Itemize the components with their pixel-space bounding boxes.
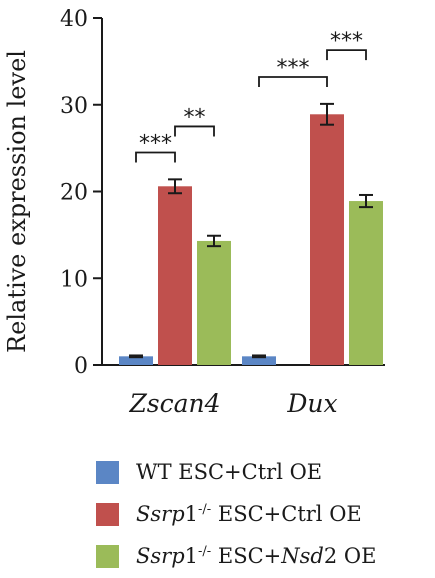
legend-item: Ssrp1-/- ESC+Ctrl OE bbox=[96, 494, 431, 534]
bar bbox=[158, 186, 192, 365]
significance-label: *** bbox=[139, 131, 172, 156]
significance-bracket bbox=[135, 151, 176, 163]
x-tick-label: Zscan4 bbox=[128, 389, 220, 418]
bar bbox=[242, 356, 276, 365]
y-tick-label: 0 bbox=[74, 354, 88, 379]
significance-label: *** bbox=[277, 56, 310, 81]
y-tick-label: 40 bbox=[60, 7, 88, 32]
legend: WT ESC+Ctrl OE Ssrp1-/- ESC+Ctrl OE Ssrp1-… bbox=[96, 452, 431, 578]
significance-bracket bbox=[174, 125, 215, 137]
bar bbox=[349, 201, 383, 365]
bar bbox=[310, 114, 344, 365]
significance-bracket bbox=[326, 49, 367, 61]
significance-bracket bbox=[258, 76, 328, 87]
legend-label: Ssrp1-/- ESC+Ctrl OE bbox=[136, 502, 362, 526]
y-tick-label: 20 bbox=[60, 181, 88, 206]
x-tick-label: Dux bbox=[286, 389, 337, 418]
y-tick-label: 30 bbox=[60, 94, 88, 119]
legend-swatch bbox=[96, 460, 119, 484]
legend-item: Ssrp1-/- ESC+Nsd2 OE bbox=[96, 536, 431, 576]
legend-item: WT ESC+Ctrl OE bbox=[96, 452, 431, 492]
significance-label: ** bbox=[184, 105, 206, 130]
bar bbox=[119, 356, 153, 365]
legend-label: WT ESC+Ctrl OE bbox=[136, 460, 323, 484]
legend-swatch bbox=[96, 502, 119, 526]
legend-label: Ssrp1-/- ESC+Nsd2 OE bbox=[136, 544, 377, 568]
y-axis-label: Relative expression level bbox=[3, 50, 31, 353]
bar bbox=[197, 240, 231, 365]
y-tick-label: 10 bbox=[60, 267, 88, 292]
legend-swatch bbox=[96, 544, 119, 568]
significance-label: *** bbox=[330, 29, 363, 54]
bar-chart: 0 10 20 30 40 Relative expression level Zscan4… bbox=[3, 7, 385, 418]
